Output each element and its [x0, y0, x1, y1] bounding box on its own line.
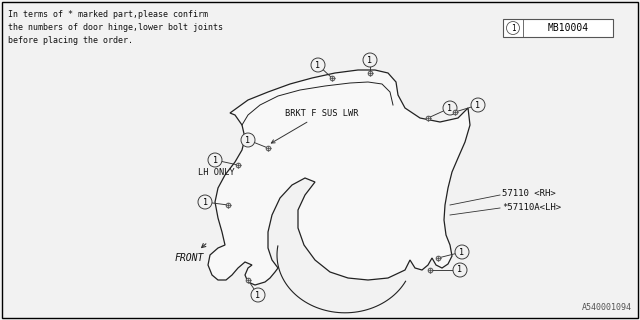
Text: *57110A<LH>: *57110A<LH>: [502, 203, 561, 212]
Text: 57110 <RH>: 57110 <RH>: [502, 188, 556, 197]
Text: 1: 1: [511, 23, 515, 33]
Text: 1: 1: [202, 197, 207, 206]
Circle shape: [471, 98, 485, 112]
Text: LH ONLY: LH ONLY: [198, 168, 235, 177]
Circle shape: [311, 58, 325, 72]
Circle shape: [506, 21, 520, 35]
Circle shape: [251, 288, 265, 302]
Text: 1: 1: [212, 156, 218, 164]
Text: 1: 1: [460, 247, 465, 257]
Text: BRKT F SUS LWR: BRKT F SUS LWR: [271, 109, 358, 143]
Text: 1: 1: [255, 291, 260, 300]
Circle shape: [453, 263, 467, 277]
Text: 1: 1: [246, 135, 250, 145]
Text: 1: 1: [476, 100, 481, 109]
Text: A540001094: A540001094: [582, 303, 632, 312]
Text: MB10004: MB10004: [547, 23, 589, 33]
Text: In terms of * marked part,please confirm
the numbers of door hinge,lower bolt jo: In terms of * marked part,please confirm…: [8, 10, 223, 45]
Text: 1: 1: [458, 266, 463, 275]
Circle shape: [198, 195, 212, 209]
Circle shape: [241, 133, 255, 147]
Text: 1: 1: [367, 55, 372, 65]
Circle shape: [455, 245, 469, 259]
Polygon shape: [208, 70, 470, 285]
Circle shape: [208, 153, 222, 167]
Text: 1: 1: [447, 103, 452, 113]
Circle shape: [363, 53, 377, 67]
Circle shape: [443, 101, 457, 115]
Text: FRONT: FRONT: [175, 244, 206, 263]
Text: 1: 1: [316, 60, 321, 69]
Bar: [503, 19, 613, 37]
